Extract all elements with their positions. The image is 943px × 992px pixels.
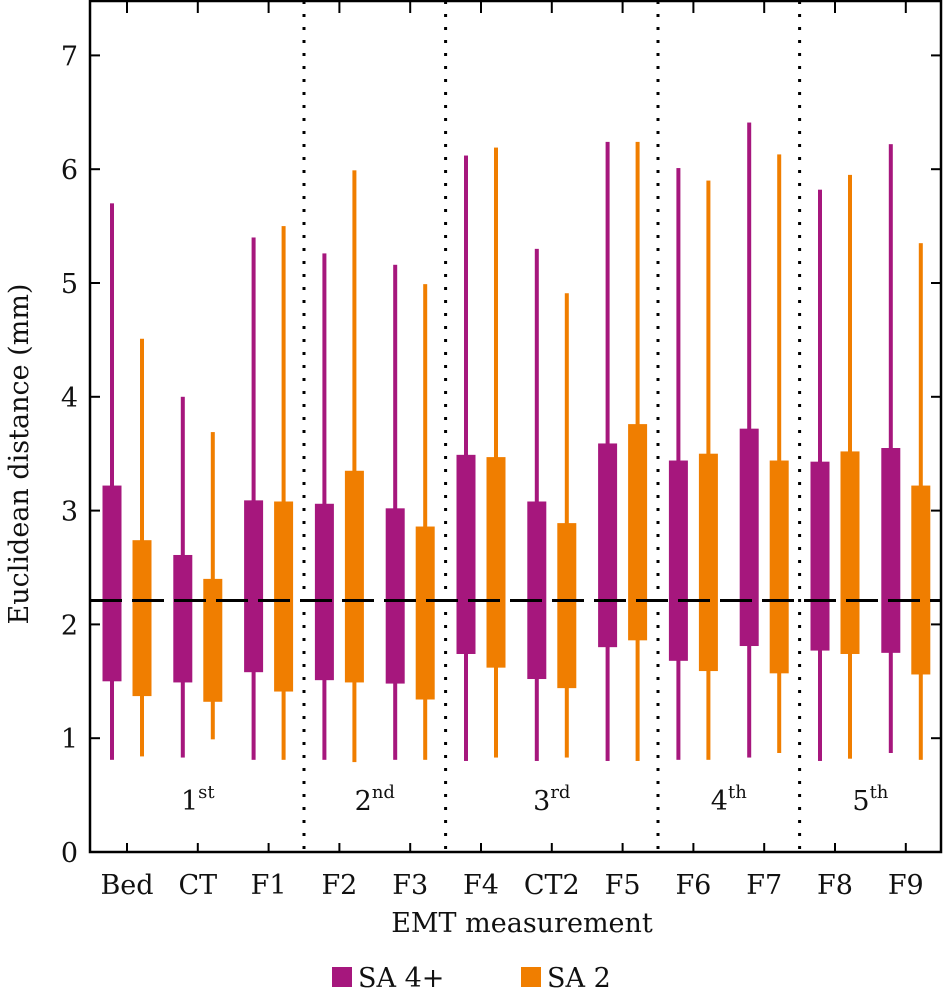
x-tick-label: F9 — [888, 870, 924, 901]
group-label: 3rd — [533, 782, 570, 817]
box — [840, 451, 860, 654]
group-label-number: 2 — [355, 786, 372, 817]
box — [911, 485, 931, 675]
group-label-suffix: nd — [372, 782, 395, 803]
x-tick-label: F7 — [746, 870, 782, 901]
box — [598, 443, 618, 648]
box — [456, 454, 476, 654]
whisker — [251, 237, 256, 760]
x-tick-label: F3 — [392, 870, 428, 901]
y-tick-label: 0 — [61, 838, 78, 869]
whisker — [110, 203, 114, 760]
whisker — [494, 147, 498, 758]
x-tick-label: Bed — [100, 870, 153, 901]
group-label: 4th — [711, 782, 747, 817]
whisker — [352, 170, 357, 763]
x-tick-label: F5 — [605, 870, 641, 901]
group-label-number: 5 — [852, 786, 869, 817]
box — [415, 526, 435, 700]
group-label: 1st — [181, 782, 215, 817]
box — [698, 453, 718, 672]
group-label-suffix: st — [198, 782, 215, 803]
x-tick-label: CT — [178, 870, 217, 901]
box — [102, 485, 122, 682]
axes: 0 1 2 3 4 5 6 7 Bed CT F1 F2 F3 F4 CT2 F5 F6 F7 F8 F9 — [61, 1, 941, 901]
box — [173, 554, 193, 683]
y-tick-label: 3 — [61, 497, 78, 528]
y-tick-label: 1 — [61, 724, 78, 755]
y-tick-label: 6 — [61, 155, 78, 186]
y-tick-label: 5 — [61, 269, 78, 300]
box — [668, 460, 688, 661]
box — [385, 508, 405, 684]
plot-frame — [88, 0, 943, 854]
box — [314, 503, 334, 681]
plot-border — [88, 0, 943, 854]
legend-swatch-sa4 — [332, 967, 352, 987]
x-tick-label: F8 — [817, 870, 853, 901]
y-tick-label: 2 — [61, 610, 78, 641]
box — [769, 460, 789, 674]
group-label-suffix: th — [728, 782, 747, 803]
box — [274, 501, 294, 692]
legend-label-sa4: SA 4+ — [358, 963, 444, 992]
box — [557, 523, 577, 689]
box — [739, 428, 759, 647]
whisker — [777, 154, 782, 753]
box — [203, 578, 223, 702]
x-tick-label: F2 — [321, 870, 357, 901]
group-label-suffix: rd — [550, 782, 570, 803]
group-label: 2nd — [355, 782, 395, 817]
group-label-number: 1 — [181, 786, 198, 817]
x-tick-label: F6 — [675, 870, 711, 901]
box — [486, 457, 506, 668]
box — [344, 470, 364, 683]
y-axis-title: Euclidean distance (mm) — [4, 284, 35, 625]
group-label-number: 3 — [533, 786, 550, 817]
box — [244, 500, 264, 673]
legend-swatch-sa2 — [521, 967, 541, 987]
x-axis-title: EMT measurement — [391, 908, 653, 939]
box — [881, 448, 901, 653]
x-tick-label: F1 — [251, 870, 287, 901]
group-label: 5th — [852, 782, 888, 817]
legend: SA 4+ SA 2 — [332, 963, 611, 992]
box — [527, 501, 547, 680]
y-tick-label: 4 — [61, 383, 78, 414]
whisker — [281, 226, 286, 760]
whisker — [423, 284, 428, 760]
group-label-number: 4 — [711, 786, 728, 817]
box — [132, 540, 152, 697]
x-tick-label: CT2 — [524, 870, 580, 901]
group-label-suffix: th — [870, 782, 889, 803]
legend-label-sa2: SA 2 — [547, 963, 611, 992]
y-tick-label: 7 — [61, 41, 78, 72]
box — [628, 424, 648, 641]
box — [810, 461, 830, 651]
x-tick-label: F4 — [463, 870, 499, 901]
plot-marks: 1st 2nd 3rd 4th 5th — [90, 1, 941, 852]
